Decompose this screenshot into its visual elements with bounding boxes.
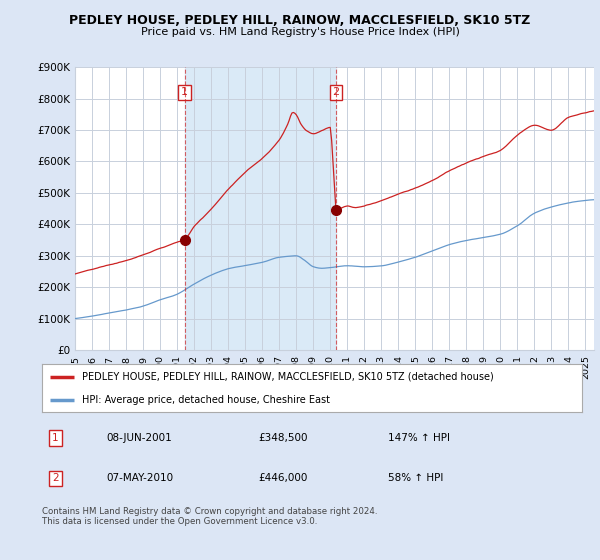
Text: 147% ↑ HPI: 147% ↑ HPI (388, 433, 449, 443)
Text: £348,500: £348,500 (258, 433, 308, 443)
Text: 1: 1 (181, 87, 188, 97)
Text: 08-JUN-2001: 08-JUN-2001 (107, 433, 173, 443)
Text: 58% ↑ HPI: 58% ↑ HPI (388, 473, 443, 483)
Text: PEDLEY HOUSE, PEDLEY HILL, RAINOW, MACCLESFIELD, SK10 5TZ (detached house): PEDLEY HOUSE, PEDLEY HILL, RAINOW, MACCL… (83, 372, 494, 382)
Text: £446,000: £446,000 (258, 473, 307, 483)
Text: PEDLEY HOUSE, PEDLEY HILL, RAINOW, MACCLESFIELD, SK10 5TZ: PEDLEY HOUSE, PEDLEY HILL, RAINOW, MACCL… (70, 14, 530, 27)
Text: 2: 2 (52, 473, 59, 483)
Text: Contains HM Land Registry data © Crown copyright and database right 2024.
This d: Contains HM Land Registry data © Crown c… (42, 507, 377, 526)
Bar (185, 67, 336, 350)
Text: HPI: Average price, detached house, Cheshire East: HPI: Average price, detached house, Ches… (83, 395, 331, 405)
Text: 2: 2 (332, 87, 340, 97)
Text: 07-MAY-2010: 07-MAY-2010 (107, 473, 174, 483)
Text: Price paid vs. HM Land Registry's House Price Index (HPI): Price paid vs. HM Land Registry's House … (140, 27, 460, 37)
Text: 1: 1 (52, 433, 59, 443)
